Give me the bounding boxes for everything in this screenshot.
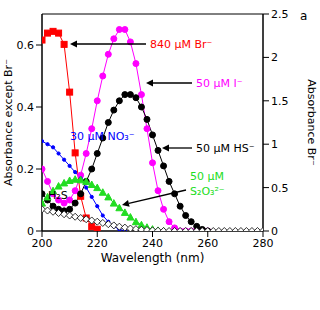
svg-text:50 µM I⁻: 50 µM I⁻ bbox=[196, 77, 243, 90]
svg-text:2.5: 2.5 bbox=[271, 8, 289, 21]
svg-text:Absorbance Br⁻: Absorbance Br⁻ bbox=[305, 79, 312, 166]
svg-text:260: 260 bbox=[197, 237, 218, 250]
svg-text:220: 220 bbox=[87, 237, 108, 250]
svg-text:50 µM: 50 µM bbox=[190, 170, 224, 183]
svg-text:S₂O₃²⁻: S₂O₃²⁻ bbox=[190, 185, 225, 198]
svg-text:0.6: 0.6 bbox=[17, 39, 35, 52]
svg-text:200: 200 bbox=[32, 237, 53, 250]
svg-text:50 µM HS⁻: 50 µM HS⁻ bbox=[196, 142, 255, 155]
svg-text:280: 280 bbox=[253, 237, 274, 250]
svg-text:1.5: 1.5 bbox=[271, 95, 289, 108]
svg-text:Absorbance except Br⁻: Absorbance except Br⁻ bbox=[8, 59, 15, 186]
svg-text:0: 0 bbox=[27, 225, 34, 238]
svg-text:840 µM Br⁻: 840 µM Br⁻ bbox=[150, 38, 213, 51]
svg-text:0.4: 0.4 bbox=[17, 101, 35, 114]
svg-text:Wavelength (nm): Wavelength (nm) bbox=[101, 251, 205, 265]
svg-text:30 µM NO₃⁻: 30 µM NO₃⁻ bbox=[70, 130, 135, 143]
svg-text:1: 1 bbox=[271, 138, 278, 151]
svg-text:240: 240 bbox=[142, 237, 163, 250]
svg-text:0: 0 bbox=[271, 225, 278, 238]
svg-text:0.2: 0.2 bbox=[17, 163, 35, 176]
svg-text:a: a bbox=[300, 9, 307, 23]
svg-text:H₂S: H₂S bbox=[48, 189, 68, 202]
svg-text:2: 2 bbox=[271, 51, 278, 64]
svg-text:0.5: 0.5 bbox=[271, 182, 289, 195]
